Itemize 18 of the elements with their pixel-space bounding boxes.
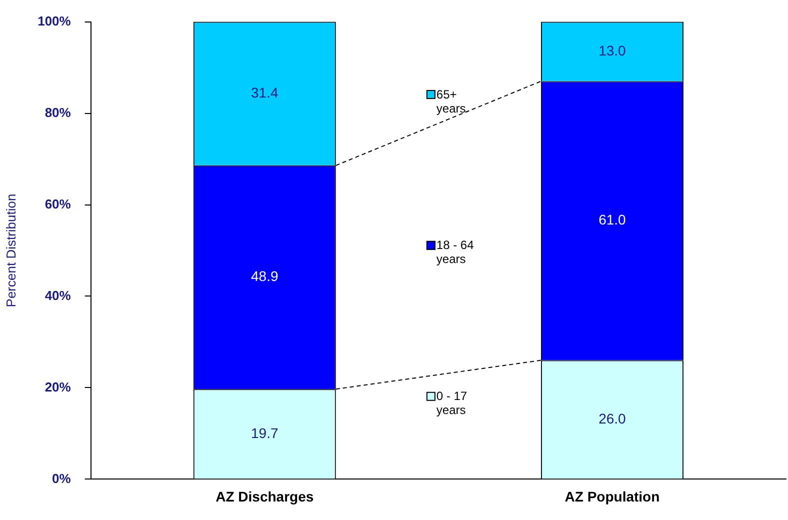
y-tick-label: 20% [44, 379, 72, 394]
data-label: 48.9 [251, 268, 278, 284]
x-tick-label: AZ Population [564, 488, 660, 504]
y-tick-label: 60% [44, 196, 72, 212]
legend-label: 0 - 17 years [436, 389, 468, 418]
y-tick-label: 0% [52, 470, 72, 486]
data-label: 13.0 [598, 42, 626, 58]
data-label: 19.7 [251, 424, 278, 441]
data-label: 31.4 [251, 84, 278, 100]
legend-label: 65+ years [436, 87, 466, 116]
y-axis-title: Percent Distribution [3, 194, 18, 308]
y-tick-label: 40% [44, 288, 72, 303]
y-tick-label: 100% [38, 13, 72, 28]
y-tick-label: 80% [44, 104, 72, 120]
x-tick-label: AZ Discharges [216, 488, 314, 504]
data-label: 26.0 [598, 410, 626, 426]
data-label: 61.0 [598, 212, 626, 228]
legend-label: 18 - 64 years [436, 238, 474, 266]
